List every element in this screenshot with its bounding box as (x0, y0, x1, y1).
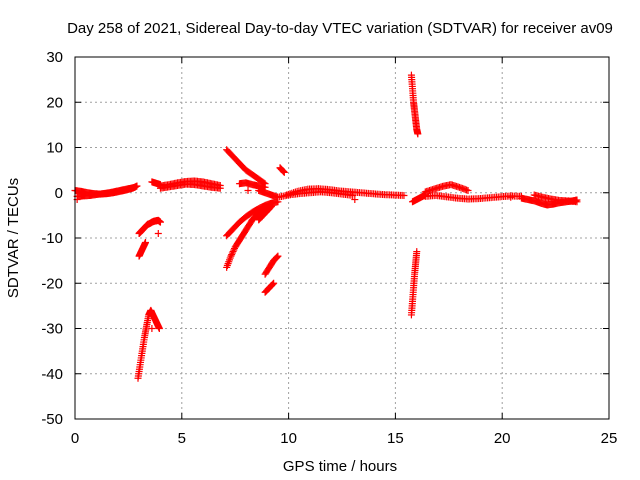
data-point (267, 203, 275, 211)
data-point (228, 251, 236, 259)
series-arc-03 (134, 306, 163, 382)
data-point (154, 229, 162, 237)
y-tick-label: 20 (46, 94, 63, 111)
series-arc-14 (255, 202, 276, 224)
series-arc-19 (274, 188, 357, 201)
data-point (276, 164, 284, 172)
data-point (507, 193, 515, 201)
x-tick-label: 10 (280, 430, 297, 447)
x-tick-label: 0 (71, 430, 79, 447)
data-point (216, 184, 224, 192)
data-point (266, 204, 274, 212)
data-point (268, 281, 276, 289)
data-point (244, 186, 252, 194)
y-axis-label: SDTVAR / TECUs (5, 178, 22, 298)
data-point (280, 168, 288, 176)
series-arc-04 (135, 216, 164, 237)
data-point (413, 248, 421, 256)
data-point (270, 279, 278, 287)
data-point (227, 252, 235, 260)
data-point (274, 252, 282, 260)
y-tick-label: 10 (46, 140, 63, 157)
data-point (400, 191, 408, 199)
data-point (228, 249, 236, 257)
data-point (573, 198, 581, 206)
data-point (273, 253, 281, 261)
data-point (155, 325, 163, 332)
series-arc-05 (135, 239, 149, 260)
y-tick-labels: -50 -40 -30 -20 -10 0 10 20 30 (41, 49, 63, 428)
data-point (148, 325, 156, 332)
series-arc-13 (223, 198, 282, 240)
series-arc-12 (223, 202, 271, 271)
data-point (141, 239, 149, 247)
data-point (229, 248, 237, 256)
series-arc-08 (156, 180, 224, 192)
x-tick-label: 20 (494, 430, 511, 447)
data-point (349, 191, 357, 199)
data-point (268, 202, 276, 210)
series-arc-26 (530, 191, 581, 206)
y-tick-label: -50 (41, 411, 63, 428)
y-tick-label: 0 (55, 185, 63, 202)
series-arc-20 (407, 71, 422, 138)
data-point (230, 246, 238, 254)
y-tick-label: -20 (41, 275, 63, 292)
series-arc-25 (517, 194, 581, 209)
x-tick-label: 5 (178, 430, 186, 447)
series-arc-11 (255, 186, 282, 201)
data-point (280, 168, 288, 176)
series-arc-15 (261, 252, 282, 278)
series-arc-24 (421, 191, 525, 203)
data-point (131, 183, 139, 191)
grid (75, 57, 609, 419)
series-arc-17 (276, 164, 288, 176)
chart-title: Day 258 of 2021, Sidereal Day-to-day VTE… (67, 20, 613, 37)
series-arc-21 (407, 248, 421, 319)
data-point (272, 254, 280, 262)
series-arc-23 (421, 181, 472, 196)
y-tick-label: -30 (41, 321, 63, 338)
data-points (71, 71, 581, 382)
series-isolated (73, 164, 515, 332)
y-tick-label: 30 (46, 49, 63, 66)
data-point (156, 218, 164, 226)
data-point (351, 196, 359, 204)
plot-frame (74, 56, 610, 420)
data-point (464, 186, 472, 194)
x-axis-label: GPS time / hours (283, 458, 397, 475)
y-tick-label: -40 (41, 366, 63, 383)
series-arc-16 (261, 279, 278, 296)
x-tick-labels: 0 5 10 15 20 25 (71, 430, 618, 447)
series-arc-02 (73, 183, 139, 200)
x-tick-label: 15 (387, 430, 404, 447)
y-tick-label: -10 (41, 230, 63, 247)
data-point (269, 280, 277, 288)
data-point (414, 130, 422, 138)
x-tick-label: 25 (601, 430, 618, 447)
